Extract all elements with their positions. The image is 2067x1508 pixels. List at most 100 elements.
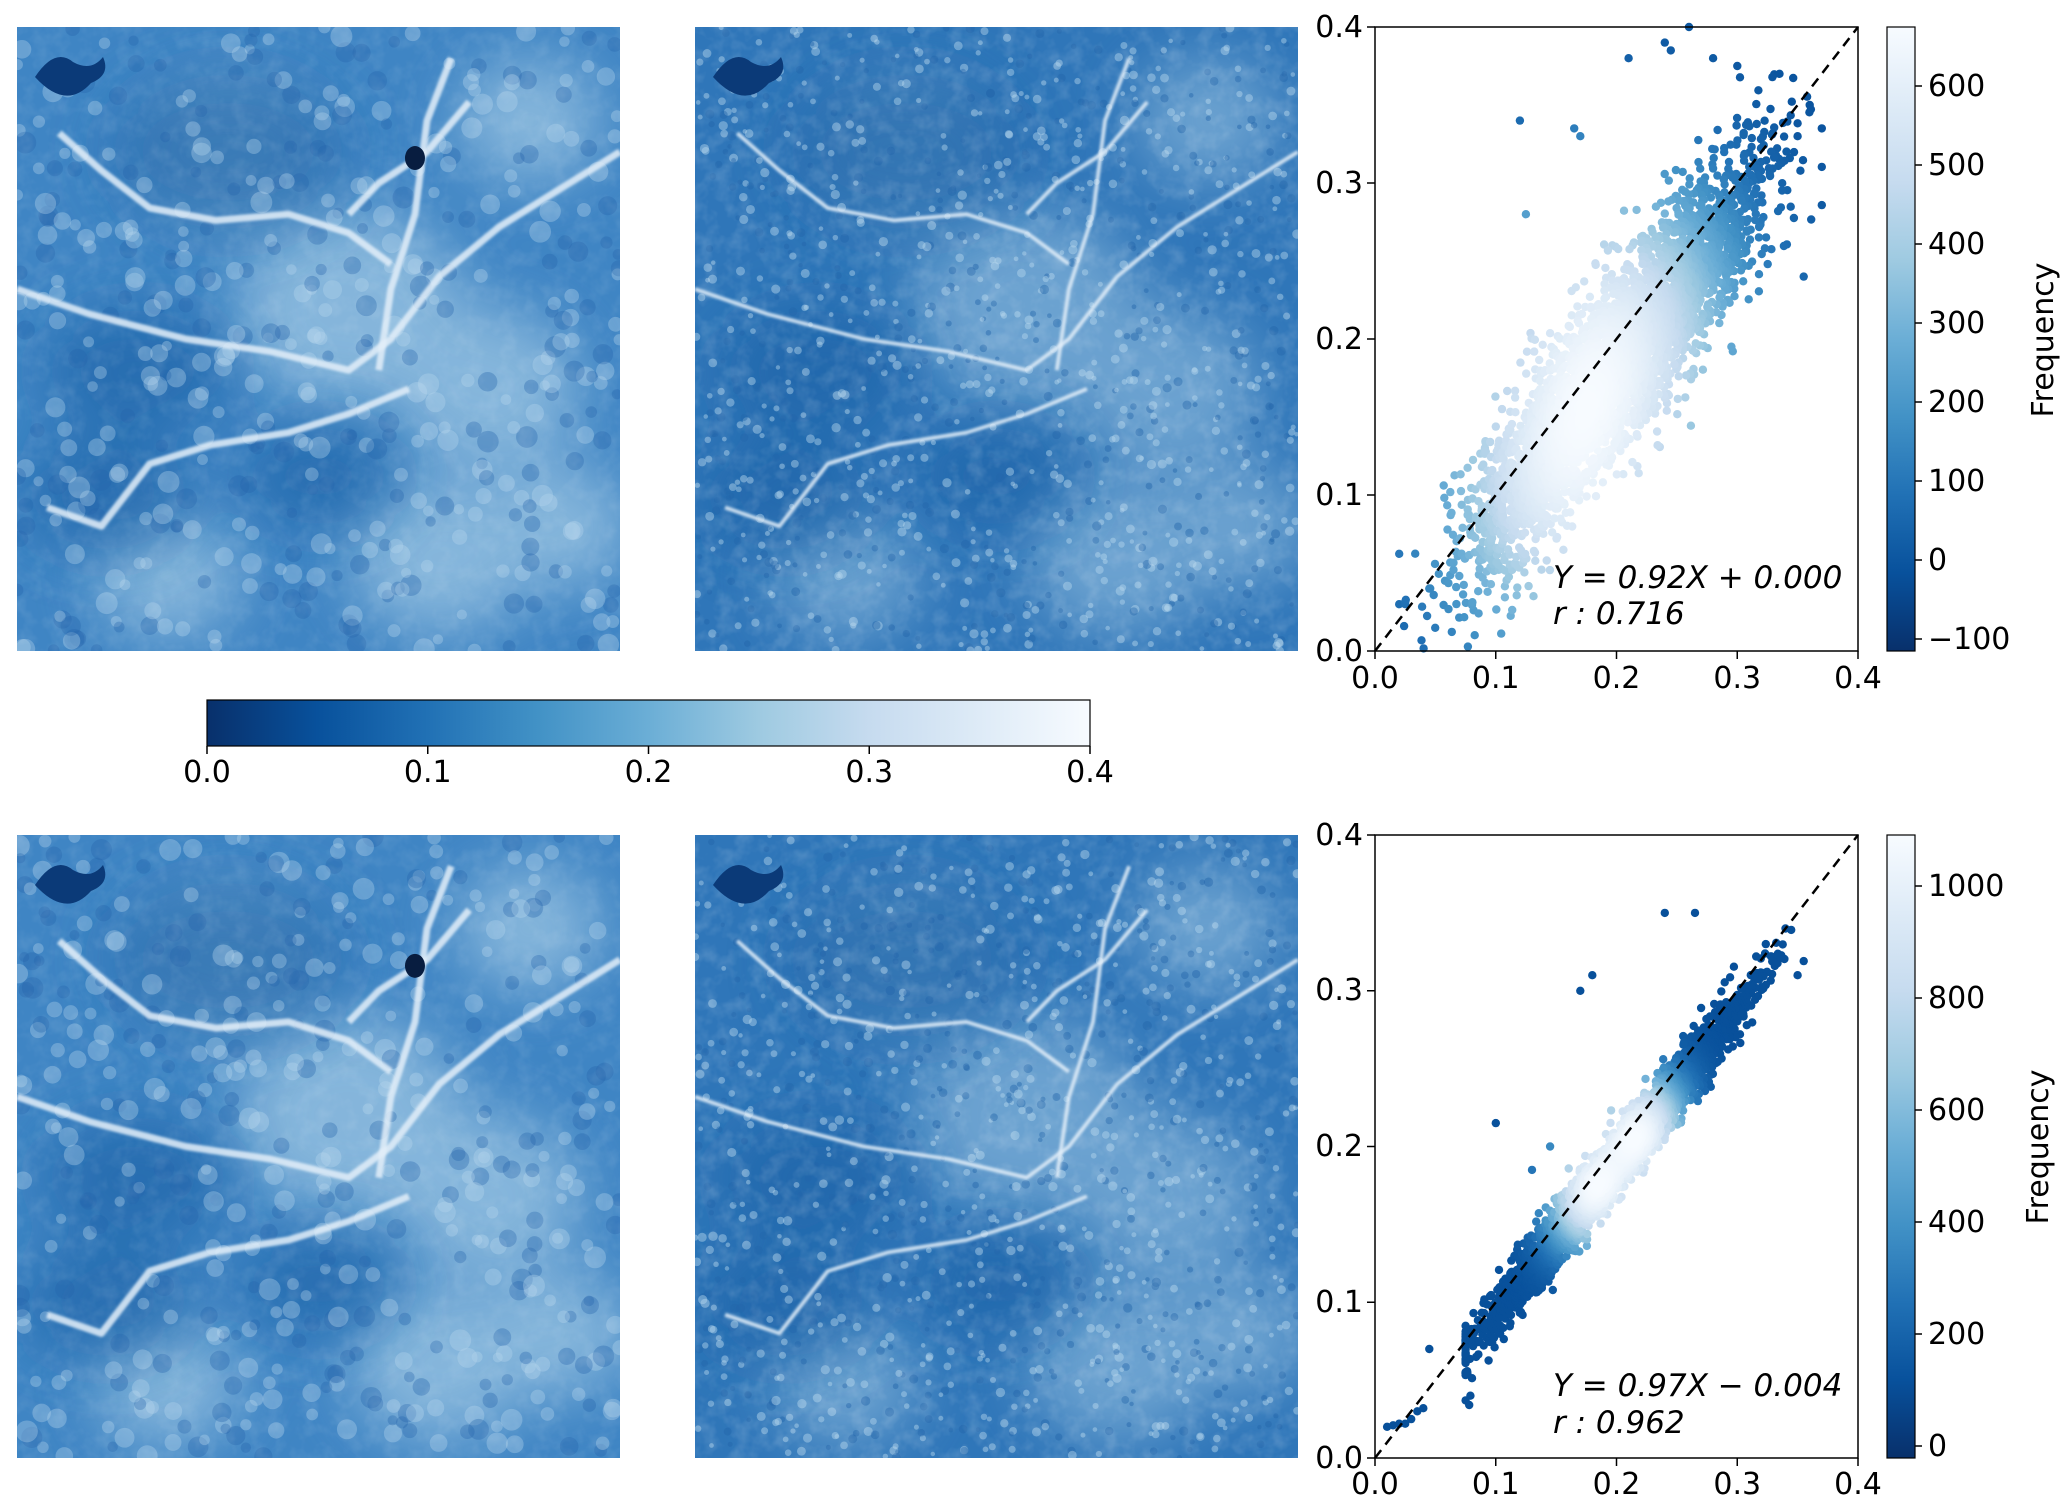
scatter-point [1422,611,1432,621]
scatter-point [1690,908,1700,918]
scatter-point [1443,501,1452,510]
scatter-point [1395,549,1404,558]
scatter-point [1720,180,1729,189]
scatter-point [1455,571,1464,581]
scatter-point [1515,116,1525,125]
scatter-point [1470,631,1479,640]
scatter-point [1521,210,1531,219]
scatter-point [1678,185,1687,194]
scatter-point [1674,210,1683,219]
scatter-point [1460,613,1469,622]
scatter-point [1728,173,1737,182]
map-panel-row2-right [695,835,1298,1458]
scatter-point [1430,559,1440,569]
scatter-point [1736,266,1746,275]
shared-colorbar-tick-label: 0.0 [183,755,231,790]
scatter-point [1580,277,1589,286]
scatter-point [1681,371,1691,380]
scatter-point [1511,408,1520,417]
scatter-point [1456,486,1466,496]
scatter-point [1530,335,1540,344]
scatter-point [1591,260,1600,270]
scatter-point [1720,978,1729,987]
scatter-point [1706,193,1716,202]
frequency-colorbar-tick-label: 400 [1928,227,1985,262]
scatter-point [1708,164,1718,173]
scatter-point [1545,565,1555,575]
scatter-point [1817,162,1827,172]
scatter-point [1444,578,1453,588]
scatter-point [1741,120,1751,130]
scatter-point [1787,97,1797,106]
scatter-point [1479,460,1488,469]
scatter-point [1664,176,1674,185]
scatter-point [1751,215,1760,225]
scatter-point [1510,386,1520,395]
scatter-point [1524,581,1533,591]
scatter-point [1789,147,1799,157]
scatter-point [1463,642,1473,651]
scatter-point [1624,54,1633,63]
scatter-point [1662,406,1672,415]
scatter-point [1522,347,1532,356]
scatter-point [1603,246,1613,255]
scatter-point [1486,580,1496,589]
scatter-point [1491,422,1501,431]
scatter-point [1696,177,1705,186]
scatter-point [1799,956,1808,966]
scatter-point [1799,272,1808,281]
scatter-point [1636,238,1646,247]
scatter-point [1458,590,1468,599]
correlation-coefficient: r : 0.716 [1553,596,1685,632]
scatter-point [1767,245,1776,254]
scatter-point [1817,124,1827,133]
scatter-point [1475,564,1484,573]
scatter-point [1793,119,1802,128]
scatter-point [1459,580,1469,590]
scatter-point [1471,533,1480,542]
scatter-point [1574,319,1584,328]
scatter-point [1431,623,1440,632]
scatter-point [1691,339,1700,348]
scatter-point [1747,133,1757,143]
scatter-point [1670,360,1679,369]
scatter-point [1715,318,1724,328]
scatter-point [1555,334,1565,343]
scatter-point [1717,987,1726,996]
scatter-point [1443,525,1452,534]
scatter-point [1729,962,1739,971]
scatter-point [1619,206,1629,215]
scatter-point [1401,595,1411,604]
scatter-point [1713,125,1722,135]
scatter-point [1614,244,1623,254]
scatter-point [1537,565,1546,574]
scatter-point [1658,223,1668,232]
y-tick-label: 0.1 [1315,478,1363,513]
x-tick-label: 0.4 [1834,661,1882,696]
scatter-point [1434,569,1444,578]
frequency-colorbar-tick-label: 600 [1928,69,1985,104]
y-tick-label: 0.3 [1315,166,1363,201]
scatter-point [1444,604,1453,614]
scatter-point [1535,355,1544,365]
scatter-plot-row2: 0.0 0.1 0.2 0.3 0.4 0.0 0.1 0.2 0.3 0.4 … [1315,818,2056,1502]
scatter-point [1550,514,1559,523]
scatter-point [1425,1344,1434,1354]
scatter-point [1458,523,1467,532]
scatter-point [1586,304,1596,313]
scatter-point [1777,186,1787,195]
scatter-point [1440,493,1449,502]
y-tick-label: 0.0 [1315,634,1363,669]
scatter-point [1796,166,1805,175]
y-tick-label: 0.2 [1315,322,1363,357]
scatter-point [1660,38,1670,47]
scatter-point [1763,259,1772,269]
scatter-point [1520,528,1530,537]
scatter-point [1399,621,1409,631]
scatter-point [1417,602,1427,611]
scatter-point [1468,598,1477,607]
scatter-points [1395,22,1827,653]
map-panel-row1-left [17,27,620,651]
scatter-point [1538,340,1547,349]
scatter-point [1426,584,1435,593]
